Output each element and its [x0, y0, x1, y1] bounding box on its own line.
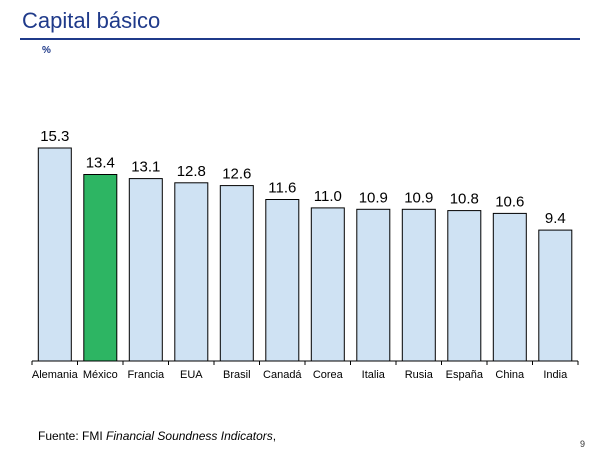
value-label-méxico: 13.4: [86, 155, 115, 172]
page-title: Capital básico: [22, 8, 161, 33]
bar-españa: [447, 210, 482, 362]
category-label-canadá: Canadá: [263, 369, 302, 381]
value-label-brasil: 12.6: [222, 166, 251, 183]
bar-alemania: [37, 147, 72, 362]
value-label-canadá: 11.6: [268, 180, 296, 197]
category-label-china: China: [495, 369, 525, 381]
category-label-rusia: Rusia: [405, 369, 434, 381]
category-label-india: India: [543, 369, 568, 381]
value-label-corea: 11.0: [314, 188, 342, 205]
value-label-italia: 10.9: [359, 189, 388, 206]
category-label-méxico: México: [83, 369, 118, 381]
category-label-corea: Corea: [313, 369, 344, 381]
bar-francia: [128, 178, 163, 362]
value-label-alemania: 15.3: [40, 128, 69, 145]
bar-rusia: [401, 208, 436, 362]
value-label-eua: 12.8: [177, 163, 206, 180]
category-label-brasil: Brasil: [223, 369, 251, 381]
category-label-italia: Italia: [362, 369, 386, 381]
title-divider: [20, 38, 580, 40]
value-label-francia: 13.1: [131, 159, 160, 176]
unit-label: %: [42, 45, 51, 56]
bar-canadá: [265, 199, 300, 362]
value-label-rusia: 10.9: [404, 189, 433, 206]
value-label-india: 9.4: [545, 210, 566, 227]
bar-corea: [310, 207, 345, 362]
bar-india: [538, 229, 573, 362]
source-italic: Financial Soundness Indicators: [106, 429, 273, 443]
bar-méxico: [83, 174, 118, 362]
bar-eua: [174, 182, 209, 362]
bar-italia: [356, 208, 391, 362]
value-label-españa: 10.8: [450, 191, 479, 208]
bar-brasil: [219, 185, 254, 362]
source-suffix: ,: [272, 429, 277, 443]
page-number: 9: [580, 439, 586, 449]
value-label-china: 10.6: [495, 193, 524, 210]
source-prefix: Fuente: FMI: [38, 429, 107, 443]
category-label-eua: EUA: [180, 369, 203, 381]
category-label-alemania: Alemania: [32, 369, 79, 381]
category-label-francia: Francia: [127, 369, 165, 381]
bar-china: [492, 212, 527, 362]
source-note: Fuente: FMI Financial Soundness Indicato…: [38, 429, 276, 443]
category-label-españa: España: [446, 369, 484, 381]
